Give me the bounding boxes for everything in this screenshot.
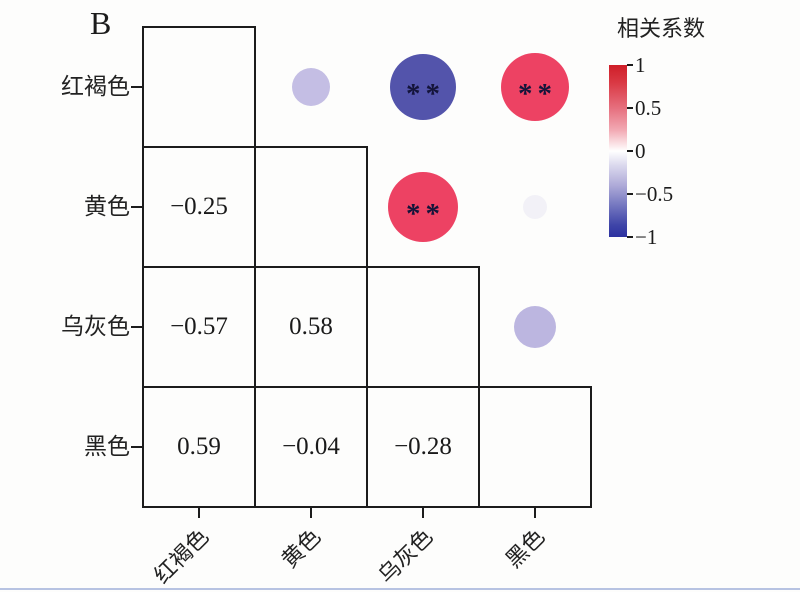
colorbar-tick-mark (627, 193, 633, 195)
colorbar-tick-mark (627, 236, 633, 238)
matrix-cell-box (366, 266, 480, 388)
significance-mark: ** (406, 197, 445, 230)
matrix-cell-box (478, 386, 592, 508)
correlation-value: −0.25 (170, 193, 228, 220)
colorbar-tick-mark (627, 150, 633, 152)
correlation-circle: ** (501, 53, 569, 121)
colorbar-tick-label: 0.5 (635, 96, 662, 120)
colorbar-tick-label: −0.5 (635, 182, 674, 206)
colorbar-gradient (609, 65, 627, 237)
colorbar-tick-mark (627, 64, 633, 66)
significance-mark: ** (518, 77, 557, 110)
correlation-circle: ** (390, 54, 456, 120)
row-label-2: 乌灰色 (61, 314, 130, 339)
row-label-3: 黑色 (84, 434, 130, 459)
bottom-divider-line (0, 588, 800, 590)
panel-label: B (90, 5, 112, 41)
correlation-circle (523, 195, 547, 219)
colorbar-tick-label: 1 (635, 53, 646, 77)
correlation-circle (514, 306, 556, 348)
correlation-circle (292, 68, 330, 106)
matrix-cell-box (142, 26, 256, 148)
row-label-0: 红褐色 (61, 74, 130, 99)
legend-title: 相关系数 (617, 16, 706, 41)
significance-mark: ** (406, 77, 445, 110)
correlation-value: −0.04 (282, 433, 340, 460)
colorbar-tick-label: 0 (635, 139, 646, 163)
matrix-cell-box (254, 146, 368, 268)
correlation-value: −0.28 (394, 433, 452, 460)
colorbar-tick-mark (627, 107, 633, 109)
correlation-value: 0.58 (289, 313, 333, 340)
colorbar-tick-label: −1 (635, 225, 658, 249)
correlation-circle: ** (388, 172, 458, 242)
row-label-1: 黄色 (84, 194, 130, 219)
correlation-value: −0.57 (170, 313, 228, 340)
correlation-value: 0.59 (177, 433, 221, 460)
